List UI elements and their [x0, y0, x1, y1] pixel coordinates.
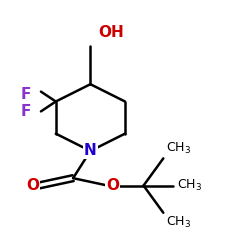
Text: O: O — [106, 178, 119, 193]
Text: OH: OH — [98, 25, 124, 40]
Text: F: F — [21, 104, 31, 119]
Text: CH$_3$: CH$_3$ — [177, 178, 202, 193]
Text: CH$_3$: CH$_3$ — [166, 141, 191, 156]
Text: O: O — [26, 178, 39, 193]
Text: F: F — [21, 86, 31, 102]
Text: N: N — [84, 144, 97, 158]
Text: CH$_3$: CH$_3$ — [166, 215, 191, 230]
